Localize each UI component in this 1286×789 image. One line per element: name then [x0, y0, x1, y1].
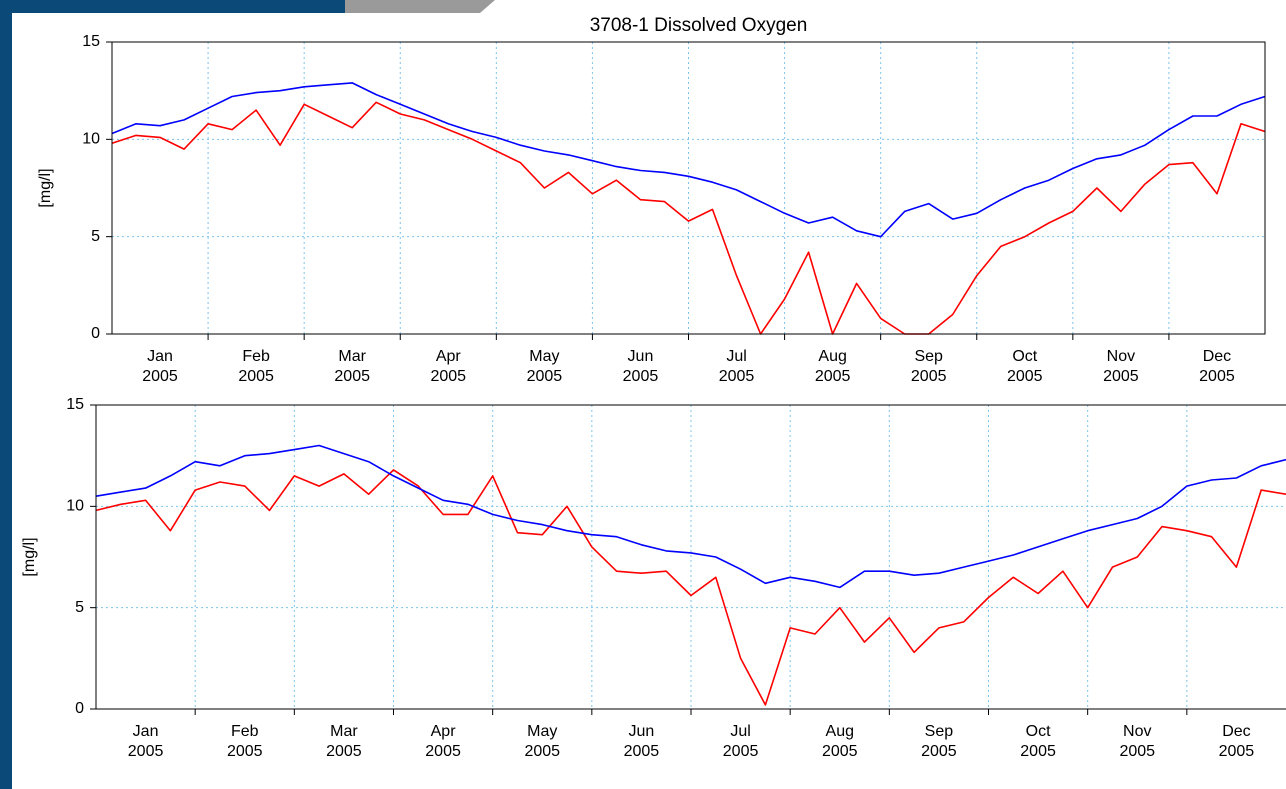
- chart-title: 3708-1 Dissolved Oxygen: [590, 15, 808, 36]
- x-tick-sublabel: 2005: [425, 743, 461, 760]
- x-tick-sublabel: 2005: [723, 743, 759, 760]
- x-tick-sublabel: 2005: [1119, 743, 1155, 760]
- x-tick-sublabel: 2005: [815, 368, 851, 385]
- x-tick-label: Dec: [1222, 723, 1250, 740]
- x-tick-label: Nov: [1123, 723, 1151, 740]
- x-tick-sublabel: 2005: [623, 368, 659, 385]
- y-tick-label: 5: [91, 228, 100, 245]
- x-tick-sublabel: 2005: [1219, 743, 1255, 760]
- x-tick-sublabel: 2005: [1007, 368, 1043, 385]
- x-tick-sublabel: 2005: [911, 368, 947, 385]
- x-tick-sublabel: 2005: [326, 743, 362, 760]
- x-tick-label: Sep: [914, 348, 943, 365]
- top-band: [0, 0, 345, 13]
- y-tick-label: 10: [82, 131, 100, 148]
- x-tick-sublabel: 2005: [430, 368, 466, 385]
- top-tab: [345, 0, 495, 13]
- plot-frame: [95, 404, 1286, 710]
- x-tick-label: Jul: [726, 348, 746, 365]
- y-axis-label: [mg/l]: [37, 168, 54, 207]
- x-tick-sublabel: 2005: [334, 368, 370, 385]
- x-tick-sublabel: 2005: [1199, 368, 1235, 385]
- plot-frame: [111, 41, 1266, 335]
- x-tick-sublabel: 2005: [142, 368, 178, 385]
- x-tick-sublabel: 2005: [921, 743, 957, 760]
- x-tick-label: Apr: [431, 723, 457, 740]
- x-tick-label: Jun: [629, 723, 655, 740]
- y-tick-label: 5: [75, 599, 84, 616]
- x-tick-label: Aug: [826, 723, 854, 740]
- data-line: [111, 82, 1266, 238]
- data-line: [95, 469, 1286, 706]
- x-tick-label: May: [529, 348, 559, 365]
- x-tick-label: Mar: [338, 348, 366, 365]
- x-tick-sublabel: 2005: [527, 368, 563, 385]
- x-tick-label: Jan: [133, 723, 159, 740]
- x-tick-label: Jan: [147, 348, 173, 365]
- x-tick-sublabel: 2005: [524, 743, 560, 760]
- y-tick-label: 0: [91, 325, 100, 342]
- x-tick-sublabel: 2005: [227, 743, 263, 760]
- x-tick-sublabel: 2005: [822, 743, 858, 760]
- x-tick-label: Oct: [1012, 348, 1037, 365]
- x-tick-sublabel: 2005: [1103, 368, 1139, 385]
- x-tick-label: Mar: [330, 723, 358, 740]
- x-tick-label: Jun: [628, 348, 654, 365]
- x-tick-sublabel: 2005: [1020, 743, 1056, 760]
- x-tick-label: Jul: [730, 723, 750, 740]
- x-tick-sublabel: 2005: [238, 368, 274, 385]
- y-tick-label: 0: [75, 700, 84, 717]
- x-tick-label: Feb: [231, 723, 259, 740]
- left-band: [0, 0, 12, 789]
- data-line: [111, 101, 1266, 335]
- y-axis-label: [mg/l]: [21, 537, 38, 576]
- x-tick-label: Dec: [1203, 348, 1231, 365]
- x-tick-sublabel: 2005: [624, 743, 660, 760]
- data-line: [95, 444, 1286, 589]
- x-tick-label: Feb: [242, 348, 270, 365]
- x-tick-label: Apr: [436, 348, 462, 365]
- y-tick-label: 15: [82, 33, 100, 50]
- x-tick-label: Sep: [925, 723, 954, 740]
- x-tick-label: Nov: [1107, 348, 1135, 365]
- y-tick-label: 15: [66, 396, 84, 413]
- x-tick-sublabel: 2005: [128, 743, 164, 760]
- y-tick-label: 10: [66, 498, 84, 515]
- x-tick-label: Aug: [818, 348, 846, 365]
- x-tick-sublabel: 2005: [719, 368, 755, 385]
- x-tick-label: May: [527, 723, 557, 740]
- x-tick-label: Oct: [1026, 723, 1051, 740]
